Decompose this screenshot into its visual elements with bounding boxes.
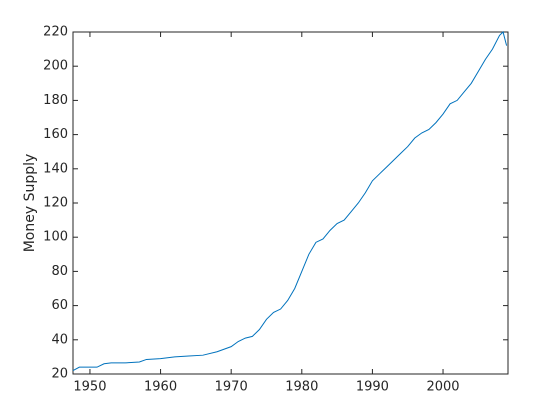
y-tick-label: 40 xyxy=(51,332,68,347)
y-tick-label: 80 xyxy=(51,264,68,279)
x-tick-label: 1980 xyxy=(285,380,318,395)
x-tick-label: 1960 xyxy=(144,380,177,395)
x-tick-label: 2000 xyxy=(426,380,459,395)
plot-box xyxy=(72,31,509,375)
y-tick-label: 140 xyxy=(43,161,68,176)
y-tick-label: 120 xyxy=(43,196,68,211)
y-tick-label: 60 xyxy=(51,298,68,313)
y-tick-label: 200 xyxy=(43,59,68,74)
y-tick-label: 180 xyxy=(43,93,68,108)
y-tick-label: 100 xyxy=(43,230,68,245)
x-tick-label: 1950 xyxy=(73,380,106,395)
y-tick-label: 220 xyxy=(43,25,68,40)
x-tick-label: 1970 xyxy=(215,380,248,395)
y-tick-label: 160 xyxy=(43,127,68,142)
line xyxy=(72,31,508,372)
y-axis-label: Money Supply xyxy=(22,154,38,253)
y-tick-label: 20 xyxy=(51,367,68,382)
x-tick-label: 1990 xyxy=(356,380,389,395)
